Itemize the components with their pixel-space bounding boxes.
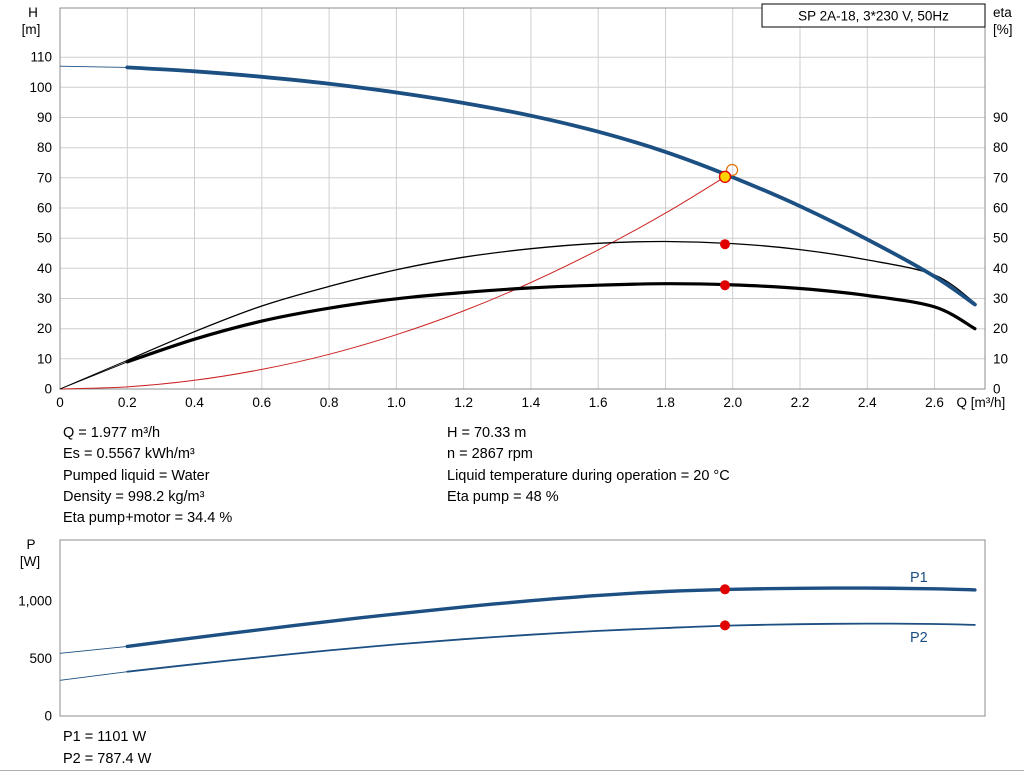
curve-system-main	[59, 176, 726, 390]
duty-ring	[725, 163, 739, 177]
operating-data: Q = 1.977 m³/h Es = 0.5567 kWh/m³ Pumped…	[63, 423, 831, 529]
chart-text: 30	[993, 291, 1008, 306]
curve-hq-main	[125, 65, 977, 307]
chart-text: 70	[37, 170, 52, 185]
chart-text: [W]	[20, 554, 40, 569]
chart-text: 0	[44, 382, 52, 397]
chart-text: 1.0	[387, 395, 406, 410]
chart-text: 1.4	[522, 395, 541, 410]
chart-text: 1.2	[454, 395, 473, 410]
chart-text: 2.2	[791, 395, 810, 410]
chart-text: 60	[993, 201, 1008, 216]
info-liquid-temperature: Liquid temperature during operation = 20…	[447, 467, 730, 484]
info-flow: Q = 1.977 m³/h	[63, 425, 161, 441]
info-density: Density = 998.2 kg/m³	[63, 488, 205, 505]
chart-text: 110	[30, 50, 52, 65]
chart-text: eta	[993, 5, 1012, 20]
chart-text: 70	[993, 170, 1008, 185]
chart-text: 1,000	[18, 593, 52, 608]
chart-text: 0	[44, 709, 52, 724]
curve-eta-pump-main	[126, 240, 976, 361]
p2-label: P2	[910, 630, 928, 646]
chart-text: 40	[37, 261, 52, 276]
duty-point	[718, 170, 732, 184]
chart-text: 500	[29, 651, 52, 666]
chart-text: H	[28, 5, 38, 20]
chart-text: 2.0	[723, 395, 742, 410]
curve-p2-lead	[59, 671, 128, 681]
chart-text: 50	[37, 231, 52, 246]
chart-text: 0.6	[252, 395, 271, 410]
chart-text: 90	[37, 110, 52, 125]
operating-data-left-column: Q = 1.977 m³/h Es = 0.5567 kWh/m³ Pumped…	[63, 423, 447, 529]
curve-eta-pump-motor-main	[125, 282, 977, 364]
chart-text: 10	[37, 351, 52, 366]
power-chart: 0 500 1,000 P [W] P1 P2	[18, 537, 986, 724]
p1-label: P1	[910, 570, 928, 586]
curve-p1-lead	[59, 645, 128, 654]
curve-system	[59, 176, 726, 390]
bottom-divider	[0, 770, 1024, 771]
info-head: H = 70.33 m	[447, 425, 527, 441]
chart-text: 80	[37, 140, 52, 155]
chart-text: 20	[993, 321, 1008, 336]
curve-hq	[59, 65, 977, 307]
eta-pump-motor-point	[720, 280, 730, 291]
chart-text: 0.2	[118, 395, 137, 410]
chart-text: 100	[29, 80, 52, 95]
p2-point	[720, 620, 730, 631]
chart-text: 2.6	[925, 395, 944, 410]
chart-text: Q [m³/h]	[957, 395, 1006, 410]
info-eta-pump-motor: Eta pump+motor = 34.4 %	[63, 510, 233, 527]
chart-text: 20	[37, 321, 52, 336]
eta-pump-point	[720, 239, 730, 250]
chart-text: 60	[37, 201, 52, 216]
info-pumped-liquid: Pumped liquid = Water	[63, 467, 210, 484]
curve-eta-pump-motor-lead	[59, 361, 128, 390]
curve-p1	[59, 586, 977, 654]
chart-text: 0.4	[185, 395, 204, 410]
chart-text: 10	[993, 351, 1008, 366]
info-specific-energy: Es = 0.5567 kWh/m³	[63, 446, 195, 463]
operating-data-right-column: H = 70.33 m n = 2867 rpm Liquid temperat…	[447, 423, 831, 529]
chart-text: 30	[37, 291, 52, 306]
chart-text: 50	[993, 231, 1008, 246]
curve-eta-pump	[59, 240, 976, 390]
p1-point	[720, 584, 730, 595]
info-speed: n = 2867 rpm	[447, 446, 533, 463]
chart-text: 1.6	[589, 395, 608, 410]
chart-text: 1.8	[656, 395, 675, 410]
chart-text: [%]	[993, 22, 1013, 37]
chart-text: [m]	[22, 22, 41, 37]
curve-eta-pump-motor	[59, 282, 977, 390]
info-eta-pump: Eta pump = 48 %	[447, 488, 559, 505]
chart-text: 0.8	[320, 395, 339, 410]
chart-text: SP 2A-18, 3*230 V, 50Hz	[798, 9, 949, 24]
p2-value: P2 = 787.4 W	[63, 751, 152, 767]
plot-frame	[59, 7, 986, 390]
curve-p1-main	[125, 586, 977, 649]
hq-eta-chart: 0 0.2 0.4 0.6 0.8 1.0 1.2 1.4 1.6 1.8 2.0 2.2 2.4 2.6…	[22, 3, 1013, 410]
power-values: P1 = 1101 W P2 = 787.4 W	[63, 726, 151, 770]
chart-text: 40	[993, 261, 1008, 276]
curve-p2	[59, 622, 976, 681]
chart-text: 80	[993, 140, 1008, 155]
chart-text: 90	[993, 110, 1008, 125]
chart-text: 0	[56, 395, 64, 410]
p1-value: P1 = 1101 W	[63, 729, 147, 745]
pump-title-box	[761, 3, 986, 28]
plot-frame	[59, 539, 986, 717]
curve-p2-main	[126, 622, 976, 673]
chart-text: 2.4	[858, 395, 877, 410]
chart-text: 0	[993, 382, 1001, 397]
curve-hq-lead	[59, 65, 128, 68]
chart-text: P	[26, 537, 35, 552]
